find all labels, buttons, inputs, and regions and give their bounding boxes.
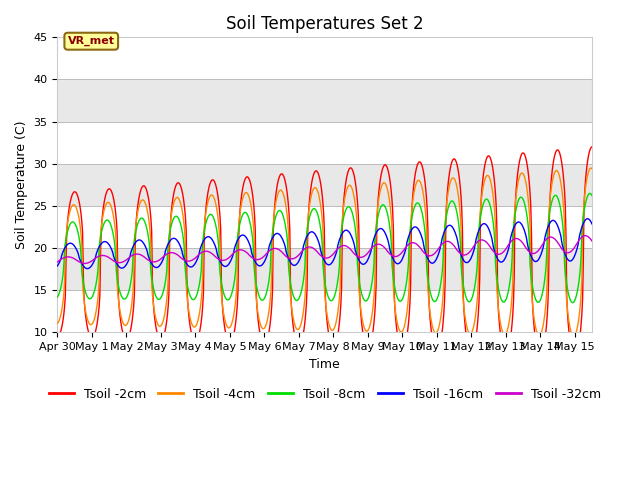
X-axis label: Time: Time bbox=[309, 358, 340, 371]
Line: Tsoil -32cm: Tsoil -32cm bbox=[58, 236, 592, 264]
Tsoil -32cm bbox=[303, 245, 310, 251]
Tsoil -32cm bbox=[81, 261, 88, 266]
Tsoil -2cm bbox=[437, 337, 445, 343]
Tsoil -32cm bbox=[56, 257, 63, 263]
Y-axis label: Soil Temperature (C): Soil Temperature (C) bbox=[15, 120, 28, 249]
Tsoil -2cm bbox=[588, 144, 596, 150]
Tsoil -4cm bbox=[129, 297, 136, 303]
Tsoil -8cm bbox=[302, 244, 310, 250]
Tsoil -4cm bbox=[54, 321, 61, 326]
Tsoil -16cm bbox=[84, 266, 92, 272]
Tsoil -4cm bbox=[437, 314, 445, 320]
Tsoil -32cm bbox=[54, 259, 61, 264]
Tsoil -32cm bbox=[438, 242, 445, 248]
Tsoil -16cm bbox=[54, 263, 61, 269]
Tsoil -2cm bbox=[450, 156, 458, 162]
Tsoil -8cm bbox=[569, 300, 577, 306]
Legend: Tsoil -2cm, Tsoil -4cm, Tsoil -8cm, Tsoil -16cm, Tsoil -32cm: Tsoil -2cm, Tsoil -4cm, Tsoil -8cm, Tsoi… bbox=[44, 383, 605, 406]
Tsoil -4cm bbox=[302, 285, 310, 291]
Tsoil -16cm bbox=[56, 259, 63, 265]
Bar bbox=[58, 80, 592, 121]
Tsoil -2cm bbox=[56, 332, 63, 337]
Bar bbox=[58, 206, 592, 248]
Tsoil -2cm bbox=[129, 317, 136, 323]
Tsoil -16cm bbox=[303, 235, 310, 240]
Tsoil -4cm bbox=[588, 166, 596, 171]
Tsoil -8cm bbox=[282, 223, 289, 228]
Tsoil -2cm bbox=[571, 354, 579, 360]
Tsoil -4cm bbox=[450, 175, 458, 181]
Tsoil -32cm bbox=[129, 252, 137, 258]
Tsoil -16cm bbox=[129, 244, 137, 250]
Tsoil -4cm bbox=[588, 165, 595, 171]
Tsoil -4cm bbox=[570, 333, 578, 339]
Bar bbox=[58, 121, 592, 164]
Tsoil -8cm bbox=[586, 191, 594, 196]
Tsoil -16cm bbox=[588, 221, 596, 227]
Line: Tsoil -2cm: Tsoil -2cm bbox=[58, 147, 592, 357]
Text: VR_met: VR_met bbox=[68, 36, 115, 47]
Tsoil -32cm bbox=[588, 238, 596, 244]
Line: Tsoil -16cm: Tsoil -16cm bbox=[58, 219, 592, 269]
Tsoil -16cm bbox=[438, 238, 445, 243]
Bar bbox=[58, 248, 592, 290]
Tsoil -8cm bbox=[437, 280, 445, 286]
Tsoil -32cm bbox=[582, 233, 589, 239]
Tsoil -16cm bbox=[584, 216, 591, 222]
Tsoil -32cm bbox=[451, 243, 458, 249]
Line: Tsoil -8cm: Tsoil -8cm bbox=[58, 193, 592, 303]
Bar bbox=[58, 290, 592, 332]
Tsoil -8cm bbox=[56, 289, 63, 295]
Tsoil -8cm bbox=[54, 294, 61, 300]
Tsoil -2cm bbox=[282, 180, 289, 185]
Tsoil -8cm bbox=[588, 192, 596, 198]
Tsoil -16cm bbox=[451, 228, 458, 234]
Tsoil -4cm bbox=[56, 316, 63, 322]
Bar bbox=[58, 164, 592, 206]
Title: Soil Temperatures Set 2: Soil Temperatures Set 2 bbox=[226, 15, 424, 33]
Tsoil -4cm bbox=[282, 200, 289, 206]
Tsoil -2cm bbox=[302, 312, 310, 318]
Tsoil -8cm bbox=[129, 269, 136, 275]
Tsoil -16cm bbox=[282, 249, 290, 254]
Bar bbox=[58, 37, 592, 80]
Line: Tsoil -4cm: Tsoil -4cm bbox=[58, 168, 592, 336]
Tsoil -2cm bbox=[54, 334, 61, 339]
Tsoil -32cm bbox=[282, 253, 290, 259]
Tsoil -8cm bbox=[450, 200, 458, 205]
